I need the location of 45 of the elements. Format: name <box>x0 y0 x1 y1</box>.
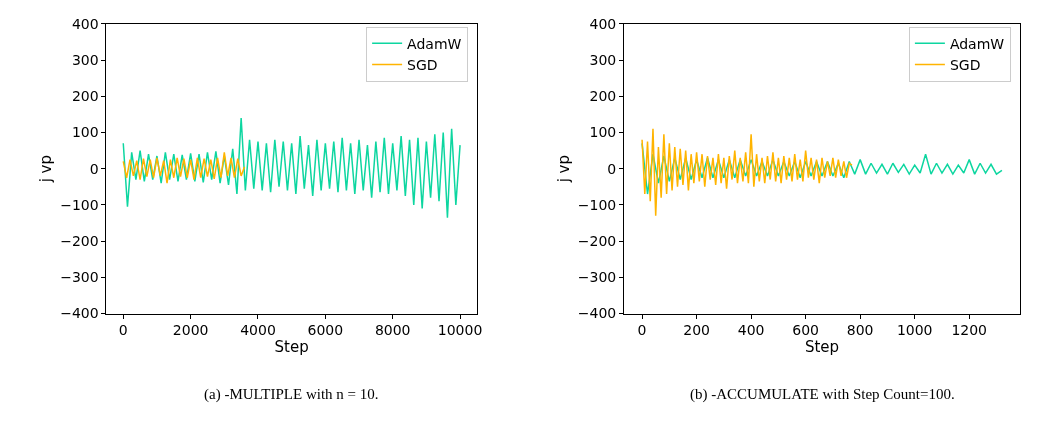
y-tick-label: 0 <box>89 160 99 177</box>
x-tick-label: 1200 <box>951 322 988 339</box>
legend-label: AdamW <box>407 35 462 52</box>
y-tick-label: 100 <box>71 124 99 141</box>
x-tick-label: 6000 <box>307 322 344 339</box>
y-tick-label: −200 <box>577 233 617 250</box>
y-tick-label: 300 <box>71 51 99 68</box>
y-axis-title: j vp <box>555 155 574 184</box>
y-tick-label: −100 <box>577 196 617 213</box>
x-tick-label: 600 <box>792 322 820 339</box>
y-axis-title: j vp <box>37 155 56 184</box>
x-tick-label: 1000 <box>896 322 933 339</box>
y-tick-label: −100 <box>60 196 99 213</box>
y-tick-label: 200 <box>589 88 617 105</box>
y-tick-label: 100 <box>589 124 617 141</box>
y-tick-label: 0 <box>607 160 617 177</box>
line-series <box>641 142 1003 195</box>
text: (a) -MULTIPLE with n = 10. <box>204 386 379 403</box>
line-series <box>122 117 461 219</box>
x-axis-title: Step <box>274 338 309 357</box>
legend-label: AdamW <box>949 35 1005 52</box>
y-tick-label: 300 <box>589 51 617 68</box>
y-tick-label: −300 <box>60 269 99 286</box>
legend-label: SGD <box>949 56 981 73</box>
x-tick-label: 4000 <box>240 322 276 339</box>
y-tick-label: −400 <box>577 305 617 322</box>
legend-label: SGD <box>407 56 438 73</box>
x-tick-label: 200 <box>683 322 710 339</box>
x-axis-title: Step <box>804 338 840 357</box>
x-tick-label: 0 <box>637 322 647 339</box>
x-tick-label: 2000 <box>172 322 209 339</box>
y-tick-label: 400 <box>589 15 617 32</box>
line-series <box>641 128 853 217</box>
y-tick-label: 200 <box>71 88 99 105</box>
y-tick-label: −200 <box>60 233 99 250</box>
y-tick-label: −400 <box>60 305 99 322</box>
line-series <box>122 151 246 184</box>
x-tick-label: 10000 <box>437 322 483 339</box>
x-tick-label: 8000 <box>374 322 411 339</box>
y-tick-label: −300 <box>577 269 617 286</box>
text: (b) -ACCUMULATE with Step Count=100. <box>690 386 955 403</box>
x-tick-label: 800 <box>846 322 874 339</box>
y-tick-label: 400 <box>71 15 99 32</box>
x-tick-label: 400 <box>737 322 765 339</box>
x-tick-label: 0 <box>118 322 128 339</box>
